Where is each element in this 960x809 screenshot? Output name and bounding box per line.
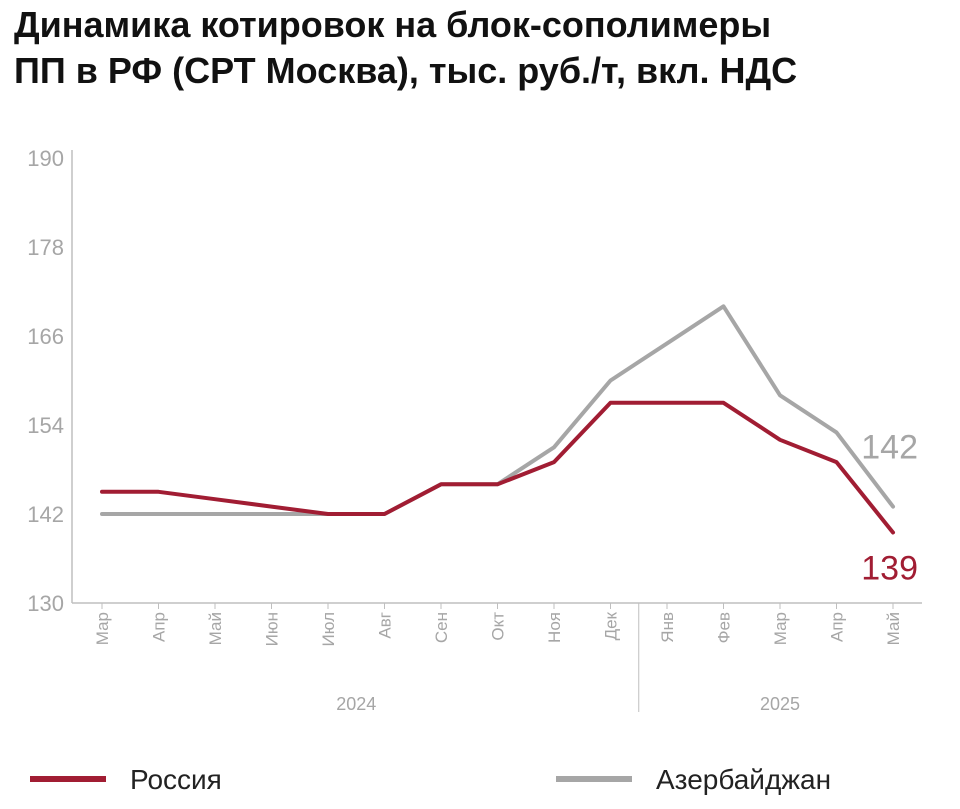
x-tick-label: Апр	[150, 612, 169, 642]
end-label-azerbaijan: 142	[861, 429, 918, 467]
x-tick-label: Дек	[602, 611, 621, 640]
chart-axes	[71, 150, 922, 712]
chart-title-line-2: ПП в РФ (СРТ Москва), тыс. руб./т, вкл. …	[14, 50, 798, 91]
legend: Россия Азербайджан	[30, 764, 831, 795]
y-tick-label: 130	[27, 591, 64, 616]
y-tick-label: 178	[27, 235, 64, 260]
legend-label-azerbaijan: Азербайджан	[656, 764, 831, 795]
y-tick-label: 166	[27, 324, 64, 349]
x-tick-label: Ноя	[545, 612, 564, 643]
x-tick-label: Май	[206, 612, 225, 645]
x-tick-label: Май	[884, 612, 903, 645]
x-tick-labels: Мар Апр Май Июн Июл Авг Сен Окт Ноя Дек Янв Фев Мар А…	[93, 611, 903, 646]
x-tick-label: Июн	[263, 612, 282, 646]
series-lines	[100, 304, 895, 535]
x-tick-label: Окт	[489, 612, 508, 641]
series-line-russia	[100, 400, 895, 535]
x-tick-label: Мар	[93, 612, 112, 645]
x-tick-label: Сен	[432, 612, 451, 643]
y-tick-label: 190	[27, 146, 64, 171]
year-label: 2025	[760, 694, 800, 714]
x-tick-label: Фев	[715, 612, 734, 643]
chart-title-line-1: Динамика котировок на блок-сополимеры	[14, 4, 772, 45]
year-label: 2024	[336, 694, 376, 714]
x-tick-label: Июл	[319, 612, 338, 647]
end-label-russia: 139	[861, 550, 918, 588]
y-tick-labels: 130 142 154 166 178 190	[27, 146, 64, 616]
x-tick-label: Апр	[828, 612, 847, 642]
y-tick-label: 142	[27, 502, 64, 527]
y-tick-label: 154	[27, 413, 64, 438]
end-value-labels: 142 139	[861, 429, 918, 588]
legend-label-russia: Россия	[130, 764, 222, 795]
x-tick-label: Мар	[771, 612, 790, 645]
year-labels: 2024 2025	[336, 694, 800, 714]
chart-title: Динамика котировок на блок-сополимеры ПП…	[14, 2, 954, 94]
x-tick-label: Янв	[658, 612, 677, 643]
x-tick-label: Авг	[376, 612, 395, 639]
